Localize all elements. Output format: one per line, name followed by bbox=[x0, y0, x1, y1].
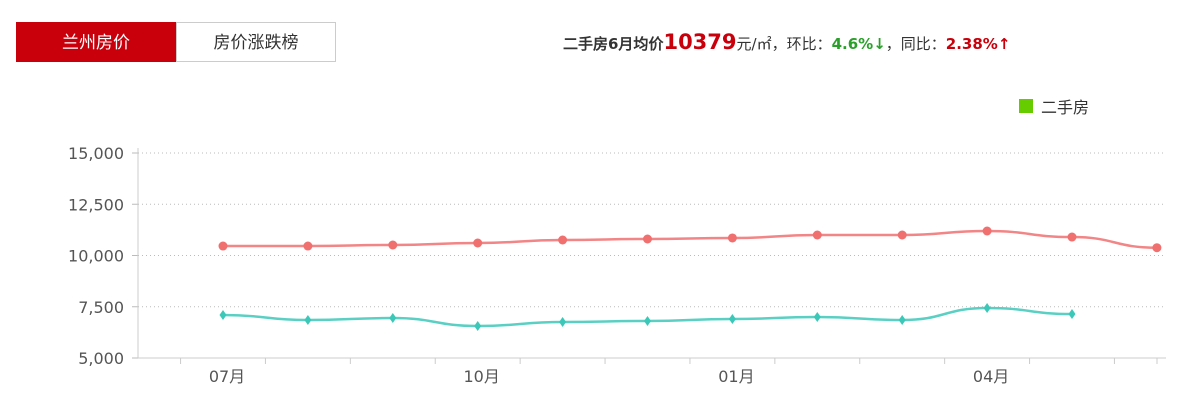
x-tick-label: 07月 bbox=[209, 367, 245, 386]
summary-prefix: 二手房6月均价 bbox=[563, 35, 664, 53]
data-point bbox=[219, 309, 227, 320]
tab-price-ranking[interactable]: 房价涨跌榜 bbox=[176, 22, 336, 62]
x-tick-label: 04月 bbox=[973, 367, 1009, 386]
tab-lanzhou-price[interactable]: 兰州房价 bbox=[16, 22, 176, 62]
data-point bbox=[983, 303, 991, 314]
data-point bbox=[897, 230, 907, 240]
data-point bbox=[1067, 232, 1077, 242]
data-point bbox=[982, 226, 992, 236]
mom-value: 4.6%↓ bbox=[831, 35, 886, 53]
data-point bbox=[303, 241, 313, 251]
data-point bbox=[898, 314, 906, 325]
summary-unit: 元/㎡ bbox=[736, 35, 772, 53]
data-point bbox=[304, 314, 312, 325]
data-point bbox=[474, 320, 482, 331]
data-point bbox=[473, 238, 483, 248]
data-point bbox=[643, 234, 652, 244]
mom-label: ，环比： bbox=[771, 35, 832, 53]
data-point bbox=[727, 233, 737, 243]
data-point bbox=[388, 240, 398, 250]
data-point bbox=[558, 235, 568, 245]
x-tick-label: 01月 bbox=[718, 367, 754, 386]
x-tick-label: 10月 bbox=[464, 367, 500, 386]
y-tick-label: 5,000 bbox=[78, 349, 124, 368]
y-tick-label: 10,000 bbox=[68, 247, 124, 266]
chart-legend[interactable]: 二手房 bbox=[1019, 94, 1089, 118]
legend-label: 二手房 bbox=[1041, 98, 1090, 117]
yoy-value: 2.38%↑ bbox=[945, 35, 1011, 53]
data-point bbox=[728, 314, 736, 325]
series-line-red bbox=[222, 229, 1157, 249]
y-tick-label: 15,000 bbox=[68, 144, 124, 163]
data-point bbox=[389, 313, 397, 324]
tab-bar: 兰州房价 房价涨跌榜 bbox=[16, 22, 336, 62]
summary-price: 10379 bbox=[663, 30, 737, 54]
price-summary: 二手房6月均价10379元/㎡，环比：4.6%↓，同比：2.38%↑ bbox=[563, 30, 1010, 54]
data-point bbox=[813, 312, 821, 322]
data-point bbox=[1152, 243, 1162, 253]
data-point bbox=[218, 241, 228, 251]
data-point bbox=[559, 317, 567, 328]
data-point bbox=[1068, 309, 1076, 320]
data-point bbox=[644, 315, 651, 326]
y-tick-label: 7,500 bbox=[78, 298, 124, 317]
data-point bbox=[812, 230, 822, 240]
yoy-label: ，同比： bbox=[885, 35, 946, 53]
y-tick-label: 12,500 bbox=[68, 195, 124, 214]
legend-swatch bbox=[1019, 99, 1033, 113]
